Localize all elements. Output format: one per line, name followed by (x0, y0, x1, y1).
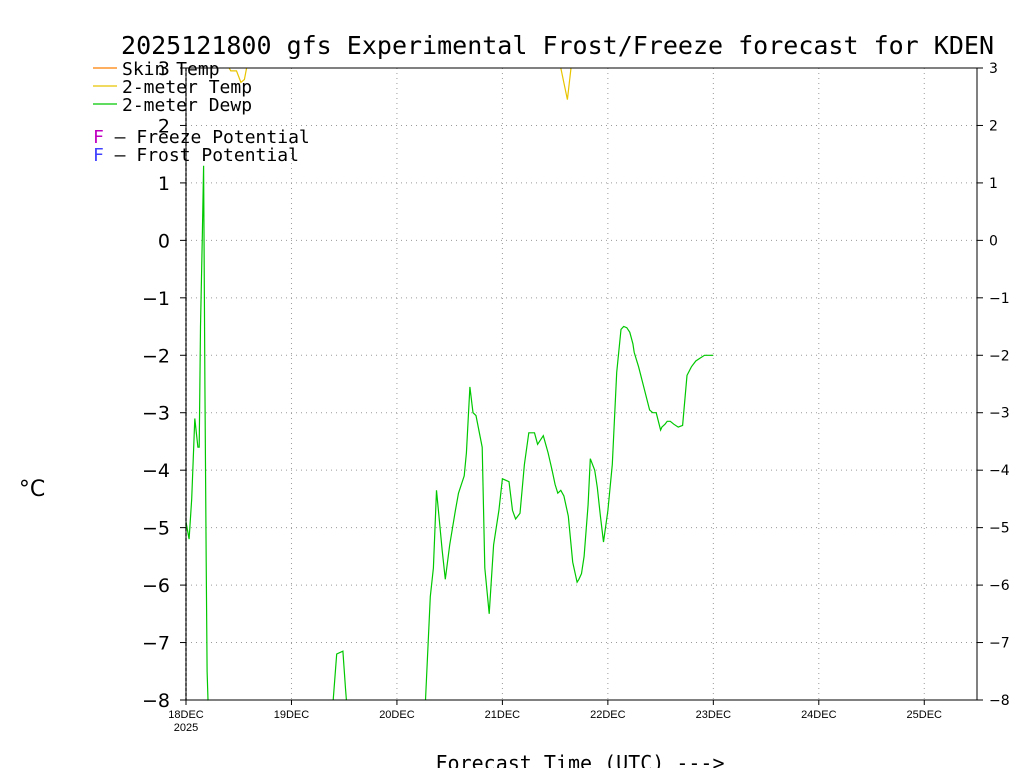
y-tick-label-right: −7 (989, 636, 1010, 652)
y-tick-label-right: −3 (989, 406, 1010, 422)
x-tick-label: 19DEC (274, 709, 310, 721)
legend-label: Skin Temp (122, 59, 220, 80)
chart-title: 2025121800 gfs Experimental Frost/Freeze… (121, 31, 994, 60)
y-tick-label-left: 2 (158, 115, 170, 137)
y-tick-label-left: 0 (158, 230, 170, 252)
y-tick-label-left: −7 (142, 633, 170, 655)
axes (185, 67, 978, 701)
x-tick-label: 21DEC (485, 709, 521, 721)
y-tick-label-right: 0 (989, 233, 998, 249)
x-tick-label: 22DEC (590, 709, 626, 721)
y-ticks: 3 3 2 2 1 1 0 0 −1 −1 −2 −2 −3 −3 −4 −4 −5 −5 −6 −6 −7 −7 −8 −8 (142, 58, 1010, 712)
y-tick-label-right: −8 (989, 693, 1010, 709)
x-tick-label: 20DEC (379, 709, 415, 721)
series-lines (185, 67, 714, 701)
y-tick-label-left: −8 (142, 690, 170, 712)
legend-label: 2-meter Temp (122, 77, 252, 98)
legend-label: 2-meter Dewp (122, 95, 252, 116)
y-tick-label-left: −5 (142, 518, 170, 540)
x-tick-label: 18DEC (168, 709, 204, 721)
y-tick-label-left: −3 (142, 403, 170, 425)
legend-potential-entry: F – Frost Potential (93, 145, 299, 166)
y-tick-label-left: −1 (142, 288, 170, 310)
y-tick-label-right: 2 (989, 118, 998, 134)
y-tick-label-right: −1 (989, 291, 1010, 307)
x-tick-label: 23DEC (696, 709, 732, 721)
y-tick-label-left: −4 (142, 460, 170, 482)
series-line-2-meter-dewp (332, 650, 347, 701)
x-axis-label: Forecast Time (UTC) ---> (436, 751, 725, 768)
y-tick-label-right: −6 (989, 578, 1010, 594)
x-tick-label: 25DEC (907, 709, 943, 721)
y-tick-label-right: −5 (989, 521, 1010, 537)
y-tick-label-left: 1 (158, 173, 170, 195)
x-ticks: 18DEC 19DEC 20DEC 21DEC 22DEC 23DEC 24DEC 25DEC (168, 700, 942, 721)
year-label: 2025 (174, 722, 198, 734)
y-tick-label-right: −2 (989, 348, 1010, 364)
y-axis-label: °C (19, 477, 45, 502)
y-tick-label-left: −6 (142, 575, 170, 597)
plot-frame (185, 67, 978, 701)
y-tick-label-left: 3 (158, 58, 170, 80)
series-line-2-meter-dewp (424, 325, 714, 701)
y-tick-label-right: 1 (989, 176, 998, 192)
y-tick-label-right: −4 (989, 463, 1010, 479)
x-tick-label: 24DEC (801, 709, 837, 721)
y-tick-label-right: 3 (989, 61, 998, 77)
series-line-2-meter-temp (228, 67, 248, 84)
y-tick-label-left: −2 (142, 345, 170, 367)
legend-potential-entry: F – Freeze Potential (93, 127, 310, 148)
series-line-2-meter-temp (560, 67, 572, 100)
gridlines (186, 68, 977, 700)
series-line-2-meter-dewp (185, 165, 209, 701)
